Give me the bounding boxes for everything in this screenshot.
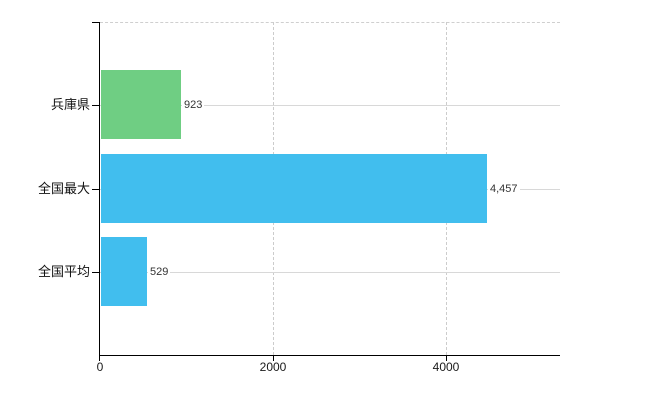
x-tick-label-2000: 2000 <box>259 360 287 374</box>
y-axis-top-tick <box>92 22 99 23</box>
category-label-全国平均: 全国平均 <box>37 264 90 279</box>
x-axis-tick <box>99 356 100 361</box>
y-axis-tick <box>92 105 99 106</box>
y-axis-tick <box>92 272 99 273</box>
bar-兵庫県 <box>101 70 181 139</box>
bar-全国最大 <box>101 154 487 223</box>
category-label-兵庫県: 兵庫県 <box>50 97 90 112</box>
x-axis-line <box>99 355 560 356</box>
x-axis-tick <box>446 356 447 361</box>
plot-area: 923 4,457 529 <box>92 22 560 361</box>
x-tick-label-0: 0 <box>96 360 104 374</box>
x-axis-tick <box>273 356 274 361</box>
category-gridline <box>100 272 560 273</box>
bar-value-label: 923 <box>182 98 205 112</box>
x-tick-label-4000: 4000 <box>432 360 460 374</box>
bar-value-label: 529 <box>148 265 171 279</box>
y-axis-line <box>99 22 100 356</box>
bar-全国平均 <box>101 237 147 306</box>
category-label-全国最大: 全国最大 <box>37 181 90 196</box>
plot-top-border <box>100 22 560 23</box>
bar-value-label: 4,457 <box>488 182 520 196</box>
y-axis-tick <box>92 189 99 190</box>
category-gridline <box>100 105 560 106</box>
